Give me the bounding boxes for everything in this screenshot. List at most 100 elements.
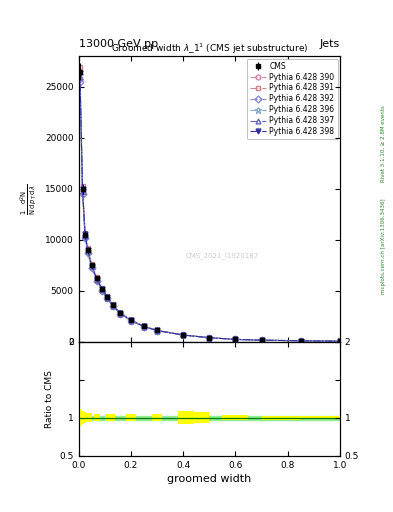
- Text: mcplots.cern.ch [arXiv:1306.3436]: mcplots.cern.ch [arXiv:1306.3436]: [381, 198, 386, 293]
- Bar: [79, 409, 81, 426]
- Bar: [126, 414, 136, 421]
- Pythia 6.428 398: [77, 70, 82, 76]
- Pythia 6.428 397: [77, 74, 82, 80]
- Pythia 6.428 396: [259, 337, 264, 343]
- Pythia 6.428 396: [155, 328, 160, 334]
- Pythia 6.428 397: [83, 233, 88, 239]
- Pythia 6.428 398: [155, 327, 160, 333]
- Pythia 6.428 390: [233, 336, 238, 343]
- Pythia 6.428 397: [141, 324, 146, 330]
- Pythia 6.428 396: [100, 287, 105, 293]
- Pythia 6.428 390: [105, 295, 110, 301]
- Pythia 6.428 398: [181, 332, 185, 338]
- Pythia 6.428 392: [338, 338, 342, 344]
- Pythia 6.428 392: [207, 335, 211, 341]
- Pythia 6.428 390: [89, 264, 94, 270]
- Pythia 6.428 396: [80, 187, 85, 193]
- Bar: [222, 415, 248, 420]
- Pythia 6.428 390: [298, 338, 303, 344]
- Pythia 6.428 390: [207, 335, 211, 341]
- Y-axis label: $\frac{1}{\mathrm{N}}\frac{\mathrm{d}^2\mathrm{N}}{\mathrm{d}\,p_T\,\mathrm{d}\,: $\frac{1}{\mathrm{N}}\frac{\mathrm{d}^2\…: [18, 183, 39, 215]
- Pythia 6.428 392: [118, 311, 123, 317]
- Line: Pythia 6.428 397: Pythia 6.428 397: [77, 74, 342, 344]
- Pythia 6.428 397: [95, 276, 99, 283]
- Pythia 6.428 391: [207, 334, 211, 340]
- Bar: [81, 411, 84, 424]
- Pythia 6.428 396: [298, 338, 303, 344]
- Pythia 6.428 391: [80, 183, 85, 189]
- Pythia 6.428 391: [181, 332, 185, 338]
- Pythia 6.428 390: [338, 338, 342, 344]
- Pythia 6.428 397: [233, 336, 238, 343]
- Pythia 6.428 396: [181, 332, 185, 338]
- Pythia 6.428 397: [118, 311, 123, 317]
- Pythia 6.428 398: [141, 323, 146, 329]
- Pythia 6.428 392: [80, 191, 85, 197]
- Pythia 6.428 390: [77, 76, 82, 82]
- Text: CMS_2021_I1920187: CMS_2021_I1920187: [186, 252, 259, 260]
- Pythia 6.428 398: [95, 276, 99, 282]
- Pythia 6.428 392: [105, 295, 110, 302]
- Pythia 6.428 392: [83, 235, 88, 241]
- Pythia 6.428 397: [89, 263, 94, 269]
- Pythia 6.428 396: [83, 232, 88, 239]
- Pythia 6.428 396: [338, 338, 342, 344]
- X-axis label: groomed width: groomed width: [167, 474, 252, 484]
- Pythia 6.428 390: [85, 249, 90, 255]
- Text: Jets: Jets: [320, 38, 340, 49]
- Pythia 6.428 392: [141, 324, 146, 330]
- Pythia 6.428 391: [338, 338, 342, 344]
- Pythia 6.428 391: [259, 337, 264, 343]
- Pythia 6.428 391: [95, 274, 99, 281]
- Pythia 6.428 391: [83, 229, 88, 236]
- Bar: [262, 416, 301, 419]
- Pythia 6.428 392: [85, 250, 90, 256]
- Pythia 6.428 396: [141, 324, 146, 330]
- Pythia 6.428 398: [89, 263, 94, 269]
- Pythia 6.428 397: [338, 338, 342, 344]
- Pythia 6.428 397: [85, 248, 90, 254]
- Pythia 6.428 398: [338, 338, 342, 344]
- Pythia 6.428 392: [77, 79, 82, 85]
- Bar: [301, 416, 340, 419]
- Pythia 6.428 397: [80, 188, 85, 194]
- Pythia 6.428 397: [129, 317, 133, 324]
- Text: Rivet 3.1.10, ≥ 2.8M events: Rivet 3.1.10, ≥ 2.8M events: [381, 105, 386, 182]
- Bar: [194, 412, 209, 423]
- Pythia 6.428 390: [129, 317, 133, 324]
- Pythia 6.428 392: [95, 278, 99, 284]
- Pythia 6.428 396: [77, 72, 82, 78]
- Line: Pythia 6.428 396: Pythia 6.428 396: [76, 71, 343, 345]
- Pythia 6.428 397: [100, 287, 105, 293]
- Pythia 6.428 390: [181, 332, 185, 338]
- Pythia 6.428 397: [298, 338, 303, 344]
- Pythia 6.428 398: [259, 337, 264, 343]
- Pythia 6.428 392: [298, 338, 303, 344]
- Line: Pythia 6.428 390: Pythia 6.428 390: [77, 76, 342, 344]
- Pythia 6.428 396: [110, 303, 115, 309]
- Bar: [84, 412, 86, 423]
- Pythia 6.428 397: [110, 303, 115, 309]
- Pythia 6.428 391: [141, 323, 146, 329]
- Pythia 6.428 391: [89, 261, 94, 267]
- Bar: [94, 414, 99, 421]
- Pythia 6.428 390: [259, 337, 264, 343]
- Pythia 6.428 392: [100, 288, 105, 294]
- Pythia 6.428 392: [181, 332, 185, 338]
- Pythia 6.428 392: [89, 265, 94, 271]
- Pythia 6.428 398: [233, 336, 238, 343]
- Line: Pythia 6.428 398: Pythia 6.428 398: [77, 70, 342, 344]
- Pythia 6.428 391: [233, 336, 238, 343]
- Pythia 6.428 396: [118, 310, 123, 316]
- Pythia 6.428 391: [129, 317, 133, 323]
- Pythia 6.428 398: [100, 286, 105, 292]
- Pythia 6.428 392: [233, 336, 238, 343]
- Bar: [86, 413, 92, 422]
- Pythia 6.428 396: [95, 276, 99, 283]
- Bar: [79, 416, 340, 419]
- Pythia 6.428 391: [298, 338, 303, 344]
- Pythia 6.428 391: [110, 302, 115, 308]
- Text: 13000 GeV pp: 13000 GeV pp: [79, 38, 158, 49]
- Line: Pythia 6.428 392: Pythia 6.428 392: [77, 79, 342, 344]
- Pythia 6.428 390: [141, 324, 146, 330]
